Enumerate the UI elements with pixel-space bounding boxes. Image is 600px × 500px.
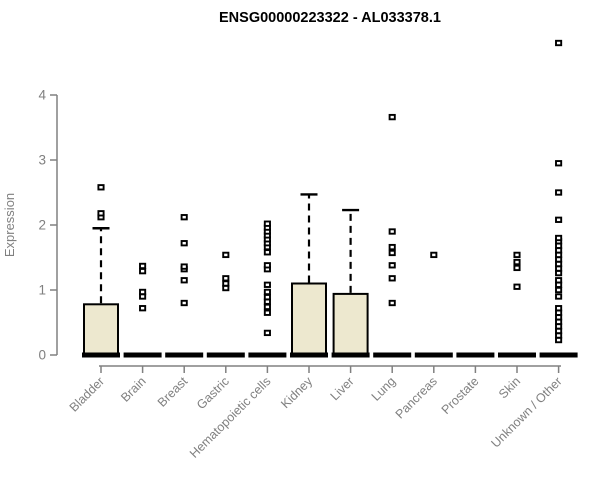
outlier-point: [180, 214, 188, 221]
x-tick-label: Gastric: [194, 374, 232, 412]
outlier-point: [555, 216, 563, 223]
x-tick-label: Pancreas: [393, 374, 440, 421]
outlier-point: [222, 251, 230, 259]
x-tick-label: Hematopoietic cells: [187, 374, 274, 461]
outlier-point: [263, 249, 271, 256]
outlier-point: [263, 309, 271, 316]
x-tick-label: Prostate: [439, 374, 482, 417]
x-tick-label: Liver: [328, 374, 357, 403]
median-bar: [82, 352, 120, 358]
median-bar: [373, 352, 412, 358]
median-bar: [456, 352, 495, 358]
median-bar: [123, 352, 162, 358]
x-tick-label: Kidney: [278, 374, 315, 411]
outlier-point: [180, 263, 188, 270]
outlier-point: [139, 262, 147, 270]
outlier-point: [97, 184, 105, 191]
outlier-point: [139, 305, 147, 312]
median-bar: [206, 352, 245, 358]
median-bar: [498, 352, 536, 358]
y-tick-label: 4: [38, 88, 46, 103]
outlier-point: [555, 189, 563, 196]
median-bar: [290, 352, 328, 358]
outlier-point: [97, 210, 105, 217]
outlier-point: [263, 262, 271, 269]
outlier-point: [555, 305, 563, 312]
median-bar: [248, 352, 287, 358]
x-tick-label: Lung: [369, 374, 399, 404]
outlier-point: [388, 243, 396, 251]
outlier-point: [513, 283, 521, 290]
y-tick-label: 0: [38, 348, 46, 363]
median-bar: [165, 352, 204, 358]
outlier-point: [555, 286, 563, 294]
outlier-point: [555, 160, 563, 167]
outlier-point: [388, 275, 396, 282]
outlier-point: [263, 288, 271, 296]
box: [332, 292, 369, 356]
outlier-point: [388, 228, 396, 235]
x-tick-label: Skin: [496, 374, 523, 401]
x-tick-label: Breast: [155, 374, 191, 410]
outlier-point: [180, 277, 188, 284]
box: [291, 282, 327, 356]
outlier-point: [388, 113, 396, 121]
outlier-point: [555, 293, 563, 300]
outlier-point: [222, 280, 230, 287]
y-tick-label: 2: [38, 218, 46, 233]
median-bar: [331, 352, 370, 358]
outlier-point: [388, 249, 396, 257]
x-tick-label: Unknown / Other: [488, 374, 564, 450]
outlier-point: [263, 281, 271, 288]
outlier-point: [263, 303, 271, 311]
outlier-point: [555, 39, 563, 47]
outlier-point: [430, 251, 438, 259]
outlier-point: [263, 294, 271, 301]
x-tick-label: Brain: [118, 374, 149, 405]
outlier-point: [180, 299, 188, 307]
outlier-point: [139, 288, 147, 296]
outlier-point: [513, 264, 521, 272]
outlier-point: [513, 258, 521, 266]
outlier-point: [388, 262, 396, 269]
outlier-point: [555, 277, 563, 284]
box: [83, 303, 119, 356]
chart-title: ENSG00000223322 - AL033378.1: [219, 10, 441, 26]
y-axis-label: Expression: [2, 193, 17, 257]
outlier-point: [222, 275, 230, 282]
outlier-point: [263, 329, 271, 337]
outlier-point: [388, 299, 396, 307]
outlier-point: [263, 220, 271, 227]
median-bar: [414, 352, 453, 358]
outlier-point: [555, 234, 563, 242]
y-tick-label: 3: [38, 153, 46, 168]
outlier-point: [180, 240, 188, 247]
median-bar: [539, 352, 578, 358]
outlier-point: [513, 251, 521, 259]
x-tick-label: Bladder: [67, 374, 107, 414]
outlier-point: [139, 268, 147, 275]
y-tick-label: 1: [38, 283, 46, 298]
